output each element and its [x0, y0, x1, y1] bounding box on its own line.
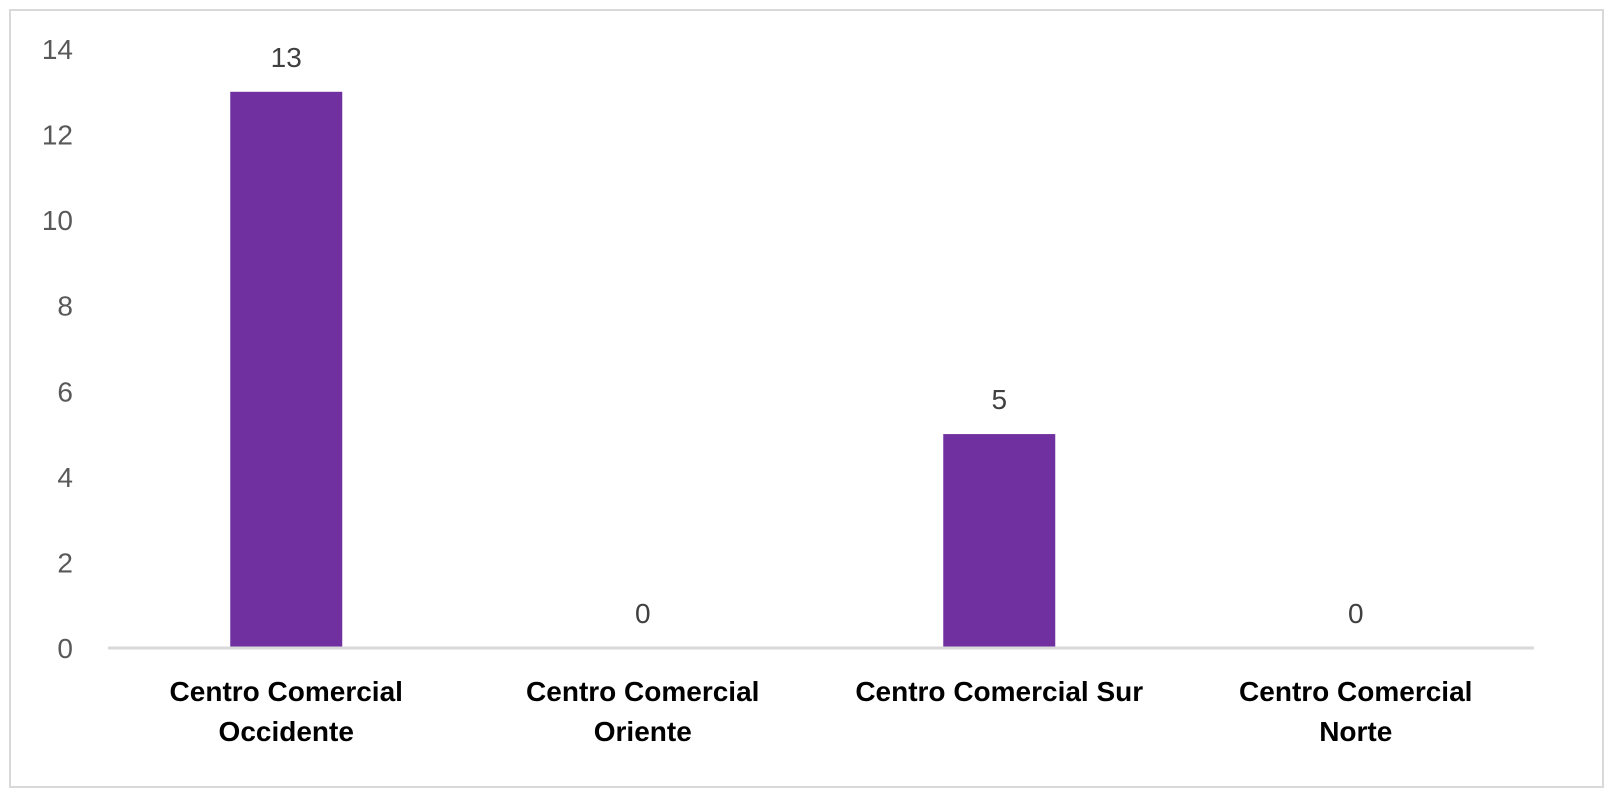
category-label: Centro Comercial Sur: [855, 676, 1143, 707]
data-label: 5: [991, 384, 1007, 415]
category-label: Occidente: [219, 716, 354, 747]
data-label: 0: [1348, 598, 1364, 629]
y-tick-label: 8: [57, 291, 73, 322]
data-label: 0: [635, 598, 651, 629]
bar: [943, 434, 1056, 648]
y-tick-label: 10: [42, 205, 73, 236]
category-label: Centro Comercial: [1239, 676, 1472, 707]
data-label: 13: [271, 42, 302, 73]
y-tick-label: 14: [42, 34, 73, 65]
category-label: Centro Comercial: [526, 676, 759, 707]
y-tick-label: 0: [57, 633, 73, 664]
y-tick-label: 2: [57, 547, 73, 578]
category-label: Norte: [1319, 716, 1392, 747]
category-label: Centro Comercial: [170, 676, 403, 707]
y-tick-label: 4: [57, 462, 73, 493]
y-tick-label: 6: [57, 376, 73, 407]
y-tick-label: 12: [42, 120, 73, 151]
bar: [230, 91, 343, 649]
category-label: Oriente: [594, 716, 692, 747]
